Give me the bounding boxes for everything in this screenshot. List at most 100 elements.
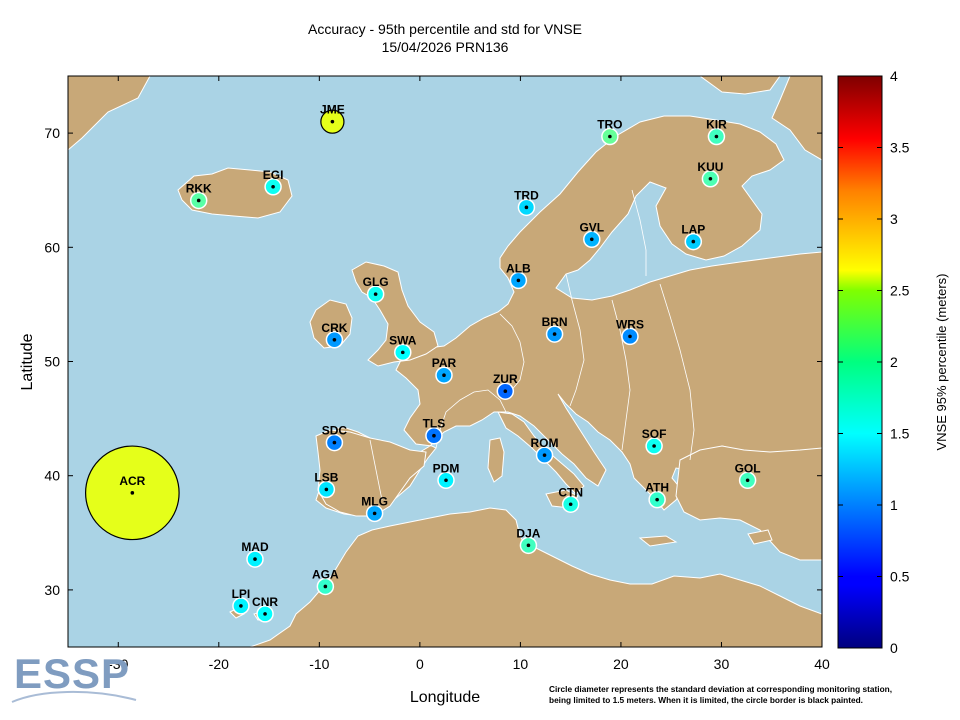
x-tick-label: 20 [613,656,629,672]
x-axis-title: Longitude [410,689,480,706]
station-dot [745,478,750,483]
anatolia [675,445,822,561]
station-gvl: GVL [579,220,604,249]
station-dot [196,198,201,203]
station-cnr: CNR [252,595,278,623]
station-par: PAR [432,356,457,384]
station-tro: TRO [597,118,623,146]
station-label: ZUR [493,372,518,386]
station-dot [714,134,719,139]
station-label: AGA [312,567,339,581]
station-label: TRO [597,118,622,132]
station-ath: ATH [645,481,669,509]
station-lsb: LSB [314,470,339,499]
station-alb: ALB [506,261,531,290]
footnote-line-2: being limited to 1.5 meters. When it is … [549,695,863,705]
station-dot [330,119,335,124]
y-tick-label: 50 [44,354,60,370]
station-rkk: RKK [186,181,212,210]
station-label: GLG [363,275,389,289]
colorbar-tick-label: 0 [890,640,898,656]
station-dot [372,511,377,516]
russia-north [771,76,822,161]
station-label: CTN [558,485,583,499]
station-trd: TRD [514,188,539,217]
station-dot [691,239,696,244]
colorbar-tick-label: 3 [890,211,898,227]
cyprus [747,529,773,545]
station-markers: JME TRO KIR KUU RKK EGI TRD GVL LAP ALB GLG CRK BRN W… [84,103,761,623]
station-dot [503,389,508,393]
station-label: SOF [642,427,667,441]
station-dot [608,134,612,139]
station-label: JME [320,103,345,117]
station-dot [263,612,267,616]
station-label: BRN [542,315,568,329]
country-borders [369,189,695,501]
x-tick-label: 10 [513,656,529,672]
station-kuu: KUU [697,160,723,188]
station-gol: GOL [735,461,761,490]
station-label: SWA [389,333,417,347]
station-label: KIR [706,118,727,132]
sardinia [487,437,505,483]
x-tick-label: -10 [309,656,329,672]
x-tick-label: 40 [814,656,830,672]
station-dot [444,478,448,483]
station-sof: SOF [642,427,667,455]
x-tick-label: -20 [209,656,229,672]
station-brn: BRN [542,315,568,343]
logo-swoosh-icon [11,691,137,703]
station-label: CRK [321,321,347,335]
svalbard [699,76,781,95]
station-zur: ZUR [493,372,518,400]
station-label: ACR [119,474,145,488]
station-label: TLS [423,417,446,431]
station-dot [130,491,135,495]
station-dot [271,184,275,189]
greenland [68,76,151,151]
station-dot [652,444,656,448]
station-label: MLG [361,494,388,508]
station-jme: JME [320,103,345,134]
station-label: PAR [432,356,457,370]
station-label: SDC [322,424,348,438]
colorbar-tick-label: 1.5 [890,426,910,442]
station-label: KUU [697,160,723,174]
station-dot [332,440,337,445]
station-mlg: MLG [361,494,388,523]
y-tick-label: 70 [44,125,60,141]
station-dot [239,604,243,608]
station-egi: EGI [263,168,284,196]
station-crk: CRK [321,321,348,349]
footnote: Circle diameter represents the standard … [549,684,959,706]
station-tls: TLS [423,417,446,445]
colorbar-tick-label: 2.5 [890,283,910,299]
y-axis-ticks: 30 40 50 60 70 [44,125,822,598]
station-label: WRS [616,317,644,331]
station-sdc: SDC [322,424,348,452]
colorbar-ticks: 0 0.5 1 1.5 2 2.5 3 3.5 4 [838,68,910,656]
title-line-2: 15/04/2026 PRN136 [381,39,509,55]
station-label: PDM [433,461,460,475]
footnote-line-1: Circle diameter represents the standard … [549,684,893,694]
station-dot [708,176,713,181]
station-dot [324,487,329,492]
station-label: GVL [579,220,604,234]
iceland [177,167,293,219]
station-label: LSB [314,470,338,484]
station-label: EGI [263,168,284,182]
station-label: DJA [516,526,540,540]
station-label: LAP [681,223,705,237]
x-axis-ticks: -30 -20 -10 0 10 20 30 40 [108,76,830,672]
x-tick-label: -30 [108,656,128,672]
title-line-1: Accuracy - 95th percentile and std for V… [308,21,582,37]
station-mad: MAD [241,540,269,568]
colorbar [837,75,883,649]
station-label: GOL [735,461,761,475]
essp-logo: ESSP [14,650,131,697]
station-label: LPI [232,587,251,601]
station-dot [655,497,659,502]
station-pdm: PDM [433,461,460,490]
y-tick-label: 40 [44,468,60,484]
